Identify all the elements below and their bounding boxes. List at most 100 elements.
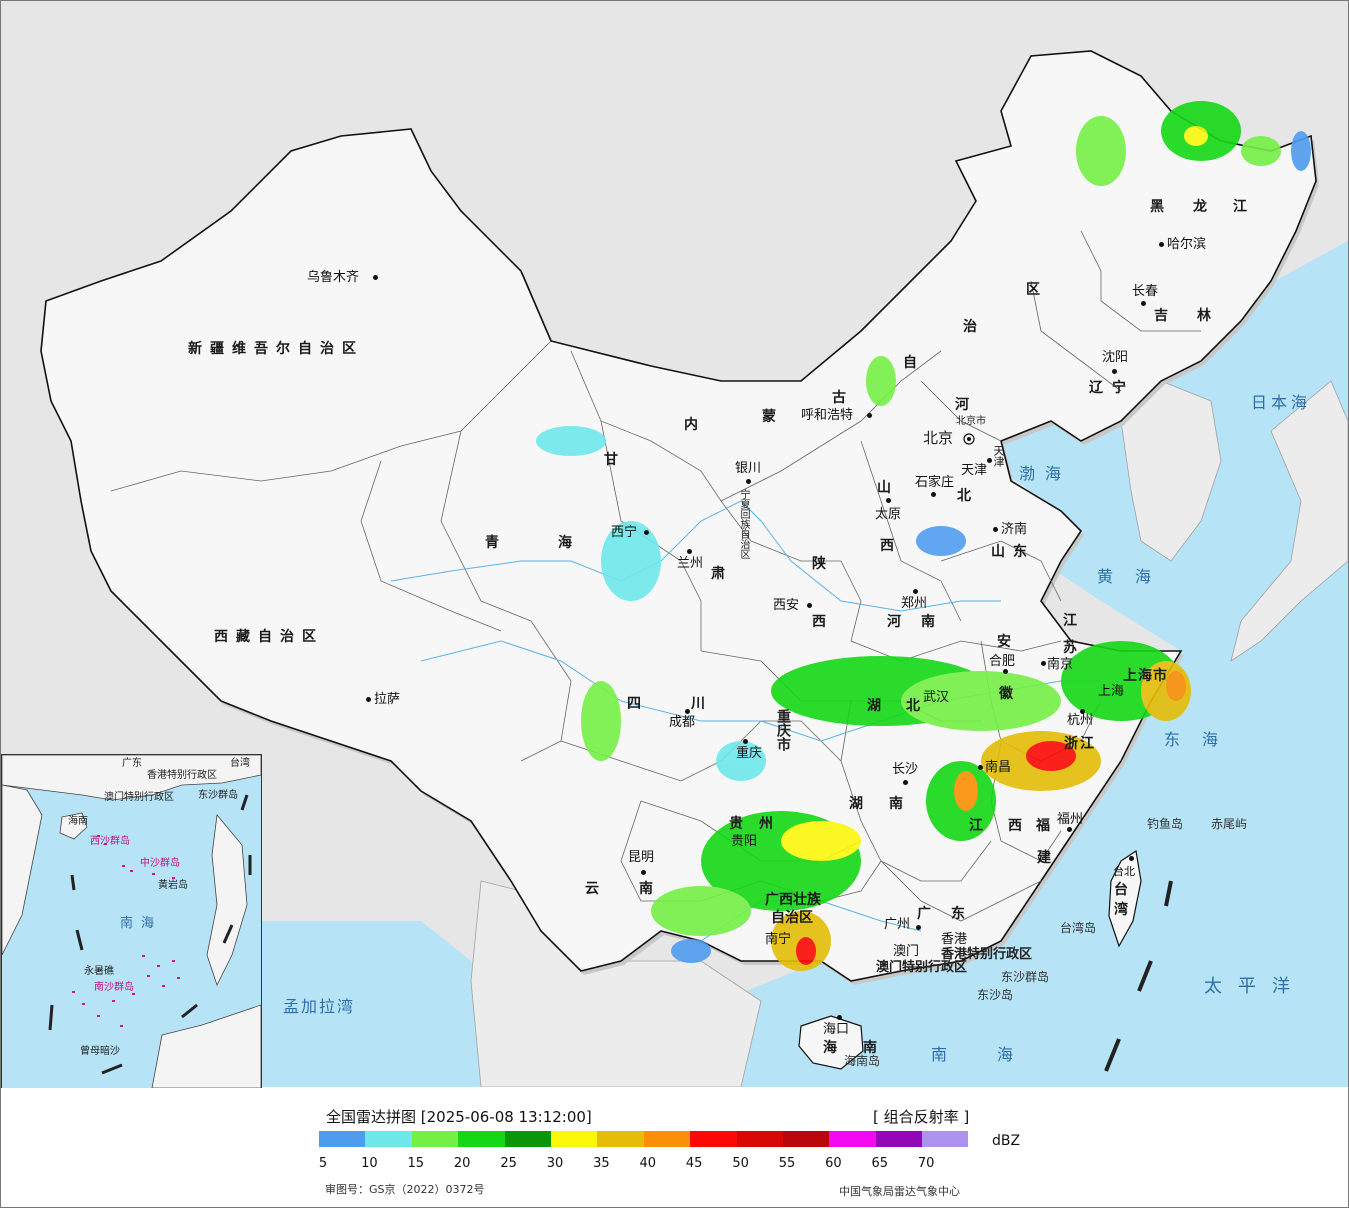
inset-land-south [151, 1004, 261, 1088]
legend-swatch-4 [458, 1131, 505, 1147]
island-chiweiyu: 赤尾屿 [1211, 817, 1248, 831]
city-urumqi-dot [373, 275, 378, 280]
city-zhengzhou: 郑州 [901, 596, 928, 611]
city-shijiazhuang: 石家庄 [915, 475, 955, 490]
legend-swatch-7 [597, 1131, 644, 1147]
label-hunan-2: 南 [889, 796, 903, 812]
label-taiwan-1: 台 [1114, 882, 1128, 898]
city-zhengzhou-dot [913, 589, 918, 594]
label-guangxi-2: 自治区 [771, 910, 813, 926]
city-shenyang: 沈阳 [1102, 350, 1129, 365]
label-qinghai-1: 青 [485, 535, 499, 551]
inset-label-zengmuansha: 曾母暗沙 [80, 1046, 120, 1057]
legend-swatch-12 [829, 1131, 876, 1147]
label-hainan-1: 海 [823, 1040, 837, 1056]
legend-tick-label: 30 [546, 1156, 564, 1171]
city-nanjing: 南京 [1047, 657, 1074, 672]
city-nanning: 南宁 [765, 932, 792, 947]
label-hebei-1: 河 [955, 397, 969, 413]
agency-name: 中国气象局雷达气象中心 [839, 1185, 960, 1198]
label-guizhou: 贵州 [729, 816, 789, 832]
city-xining: 西宁 [611, 525, 638, 540]
city-taipei-dot [1129, 856, 1134, 861]
label-shanghai: 上海市 [1123, 668, 1168, 684]
legend-tick-label: 15 [407, 1156, 425, 1171]
city-chengdu-dot [685, 709, 690, 714]
label-guangdong: 广东 [917, 906, 985, 922]
city-lhasa: 拉萨 [374, 692, 401, 707]
inset-label-taiwan: 台湾 [230, 758, 250, 769]
inset-land-east [206, 814, 248, 987]
city-hefei-dot [1003, 669, 1008, 674]
legend-tick-label: 70 [917, 1156, 935, 1171]
city-urumqi: 乌鲁木齐 [307, 270, 360, 285]
label-fujian-1: 福 [1036, 818, 1050, 834]
inset-canvas [2, 755, 261, 1088]
label-liaoning-1: 辽 [1089, 380, 1103, 396]
city-hangzhou-dot [1080, 709, 1085, 714]
label-hebei-2: 北 [957, 488, 971, 504]
label-beijing-small: 北京市 [956, 416, 986, 427]
island-dongshadao: 东沙岛 [977, 988, 1014, 1002]
island-taiwandao: 台湾岛 [1060, 921, 1097, 935]
city-nanchang: 南昌 [985, 760, 1012, 775]
label-hainan-2: 南 [863, 1040, 877, 1056]
city-hefei: 合肥 [989, 654, 1016, 669]
label-xinjiang: 新疆维吾尔自治区 [188, 341, 364, 357]
island-hainandao: 海南岛 [844, 1054, 881, 1068]
inset-label-zhongsha: 中沙群岛 [140, 858, 180, 869]
city-shanghai: 上海 [1098, 684, 1125, 699]
city-xian-dot [807, 603, 812, 608]
sea-nanhai: 南海 [931, 1045, 1064, 1064]
inset-land-west [2, 784, 43, 956]
hainan-island [798, 1015, 864, 1070]
city-shenyang-dot [1112, 369, 1117, 374]
label-heilongjiang-1: 黑 [1150, 199, 1164, 215]
radar-echoes [536, 101, 1311, 971]
sea-ribenhai: 日本海 [1251, 393, 1312, 412]
legend-swatch-5 [504, 1131, 551, 1147]
legend-tick-label: 50 [732, 1156, 749, 1171]
inset-land-north [2, 755, 261, 801]
legend-tick-label: 60 [825, 1156, 842, 1171]
inset-label-nansha: 南沙群岛 [94, 982, 134, 993]
island-dongshaqundao: 东沙群岛 [1001, 970, 1050, 984]
label-gansu-2: 肃 [711, 566, 725, 582]
legend-panel: 全国雷达拼图 [2025-06-08 13:12:00] [ 组合反射率 ] d… [1, 1088, 1348, 1207]
city-taiyuan: 太原 [875, 507, 902, 522]
label-jilin-1: 吉 [1154, 308, 1168, 324]
inset-label-hongkong: 香港特别行政区 [147, 770, 217, 781]
city-haikou-dot [837, 1015, 842, 1020]
label-shandong: 山东 [991, 544, 1035, 560]
city-xian: 西安 [773, 598, 800, 613]
label-liaoning-2: 宁 [1112, 380, 1126, 396]
city-macau: 澳门 [893, 944, 920, 959]
korea-peninsula [1120, 380, 1222, 562]
city-changchun-dot [1141, 301, 1146, 306]
inset-label-nanhai: 南海 [120, 916, 163, 931]
label-hubei-2: 北 [906, 698, 920, 714]
inset-label-yongshujiao: 永暑礁 [84, 966, 114, 977]
label-macau-region: 澳门特别行政区 [876, 960, 968, 975]
legend-swatch-3 [411, 1131, 459, 1147]
city-chengdu: 成都 [669, 715, 696, 730]
city-guiyang: 贵阳 [731, 834, 758, 849]
city-chongqing-dot [743, 739, 748, 744]
legend-swatch-9 [690, 1131, 737, 1147]
legend-tick-label: 20 [453, 1156, 471, 1171]
label-jiangxi-2: 西 [1008, 818, 1022, 834]
sea-bohai: 渤海 [1019, 464, 1072, 483]
city-fuzhou: 福州 [1057, 812, 1084, 827]
inset-label-hainan: 海南 [68, 816, 88, 827]
label-guangxi-1: 广西壮族 [765, 892, 821, 908]
label-sichuan: 四川 [627, 696, 755, 712]
label-hubei-1: 湖 [867, 698, 881, 714]
city-fuzhou-dot [1067, 827, 1072, 832]
map-canvas [40, 50, 1348, 1087]
city-harbin: 哈尔滨 [1167, 237, 1207, 252]
label-neimenggu-1: 内 [684, 417, 698, 433]
south-china-sea-inset: 广东 台湾 香港特别行政区 澳门特别行政区 东沙群岛 海南 西沙群岛 中沙群岛 … [1, 754, 262, 1089]
city-yinchuan: 银川 [735, 461, 762, 476]
inset-label-dongsha: 东沙群岛 [198, 790, 238, 801]
legend-swatch-8 [643, 1131, 691, 1147]
